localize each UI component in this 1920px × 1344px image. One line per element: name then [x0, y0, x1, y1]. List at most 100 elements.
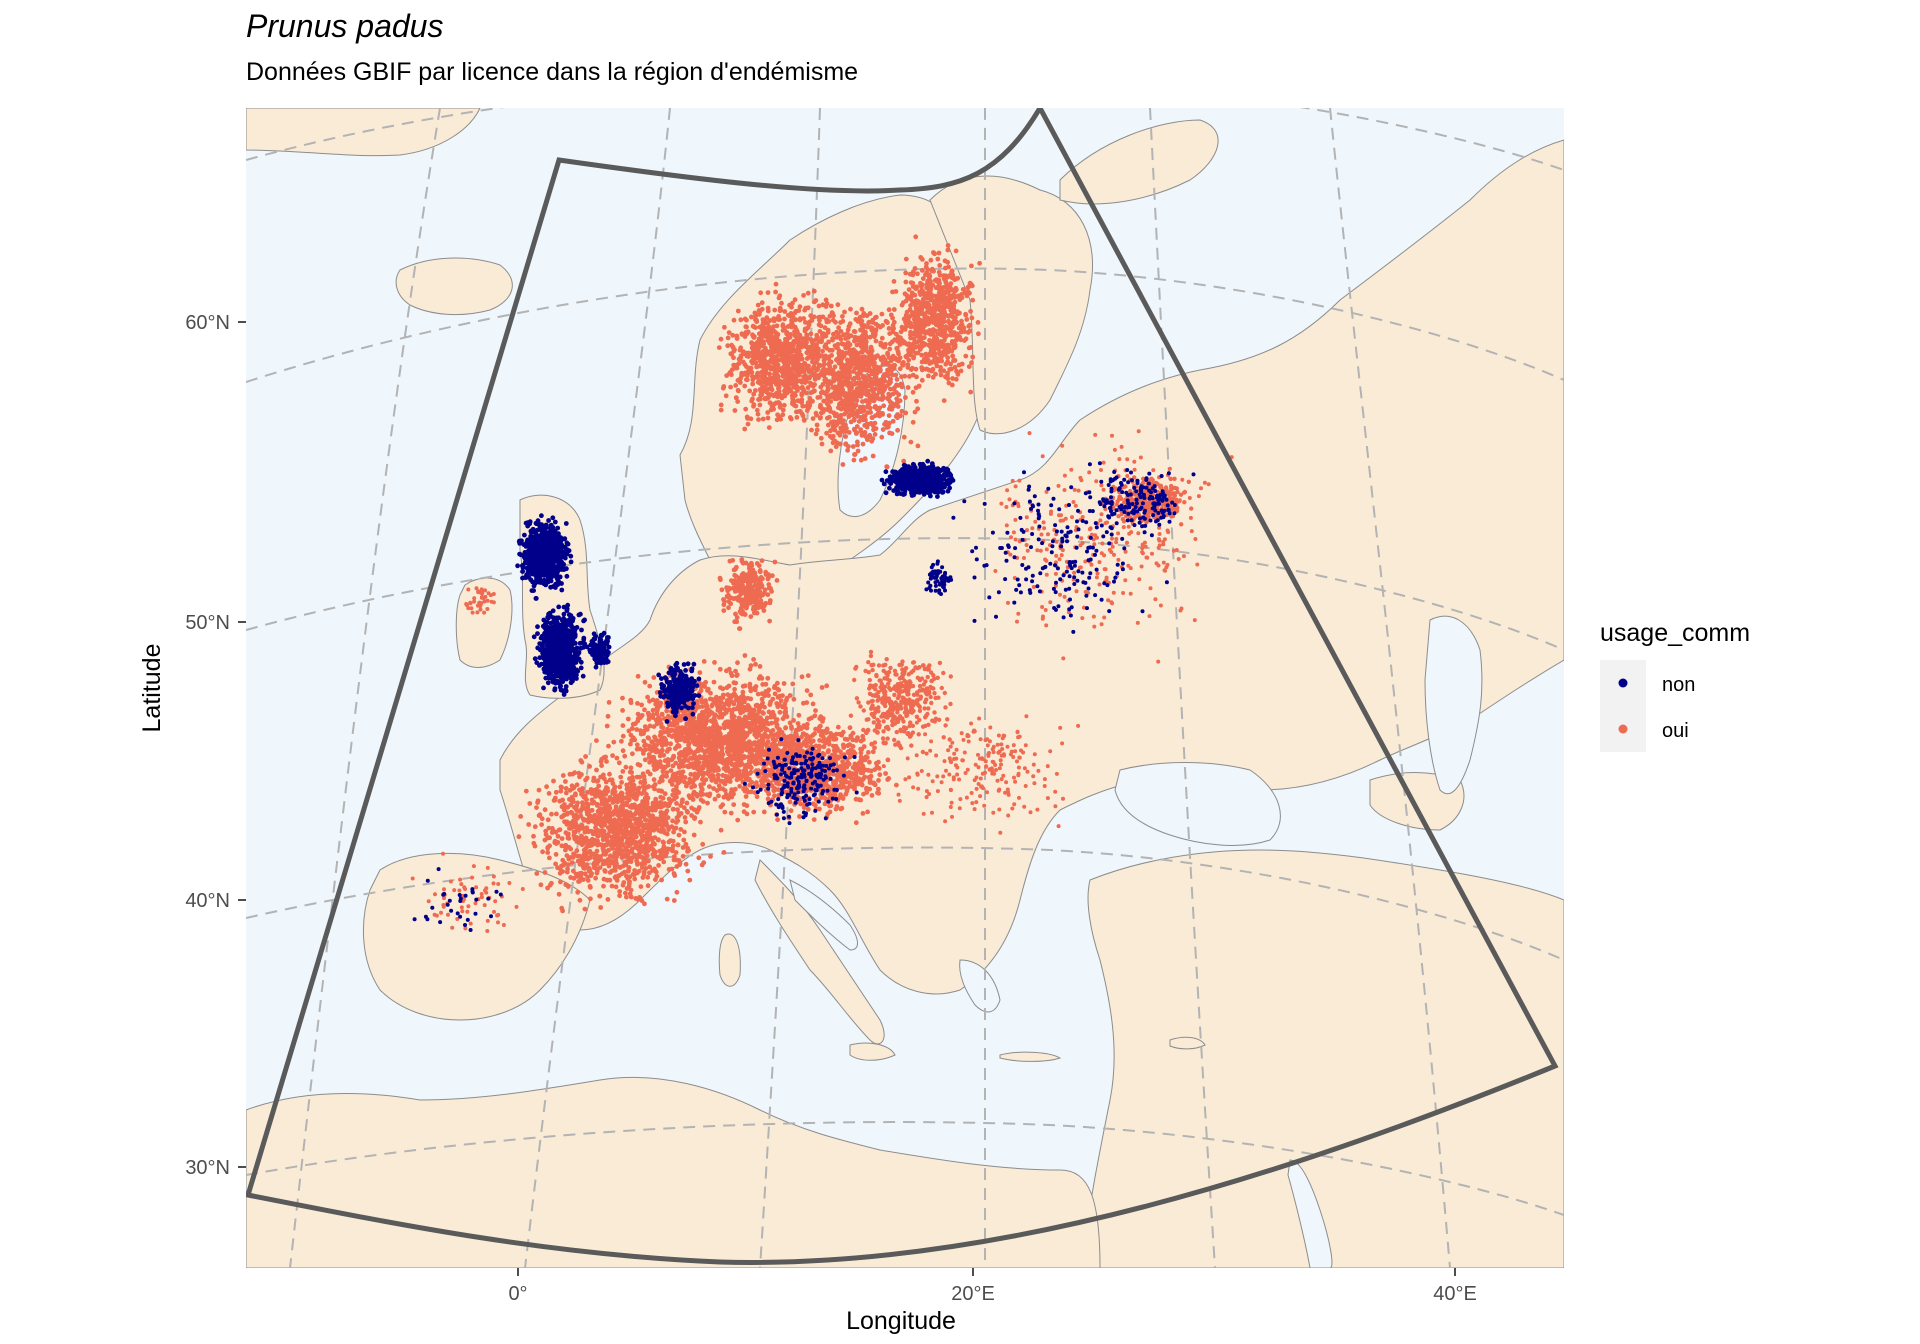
occurrence-point: [850, 376, 856, 382]
occurrence-point: [887, 331, 893, 336]
occurrence-point: [677, 779, 682, 784]
occurrence-point: [765, 689, 771, 694]
occurrence-point: [829, 310, 835, 315]
occurrence-point: [750, 578, 756, 584]
occurrence-point: [938, 372, 944, 378]
occurrence-point: [681, 837, 687, 843]
occurrence-point: [635, 701, 640, 706]
occurrence-point: [747, 388, 753, 394]
occurrence-point: [930, 282, 936, 288]
occurrence-point: [721, 597, 726, 602]
occurrence-point: [620, 695, 625, 701]
occurrence-point: [736, 704, 741, 710]
occurrence-point: [759, 333, 764, 339]
occurrence-point: [815, 348, 821, 354]
graticule-meridian-neg10: [289, 108, 441, 1268]
occurrence-point: [777, 308, 783, 314]
occurrence-point: [771, 318, 777, 324]
occurrence-point: [943, 374, 948, 380]
occurrence-point: [959, 322, 965, 328]
occurrence-point: [605, 713, 611, 719]
occurrence-point: [837, 389, 842, 394]
occurrence-point: [696, 742, 702, 747]
occurrence-point: [824, 319, 830, 325]
occurrence-point: [949, 269, 954, 275]
occurrence-point: [638, 731, 644, 737]
graticule-parallel-30: [246, 1121, 1564, 1216]
occurrence-point: [760, 416, 766, 422]
occurrence-point: [867, 396, 873, 402]
occurrence-point: [726, 702, 732, 708]
land-north-africa: [246, 1076, 1101, 1268]
occurrence-point: [817, 415, 823, 421]
occurrence-point: [758, 392, 763, 398]
occurrence-point: [765, 675, 771, 681]
occurrence-point: [756, 312, 762, 317]
occurrence-point: [744, 317, 749, 323]
occurrence-point: [747, 771, 753, 776]
occurrence-point: [711, 786, 716, 791]
occurrence-point: [953, 376, 959, 382]
occurrence-point: [660, 769, 666, 774]
occurrence-point: [737, 609, 743, 614]
occurrence-point: [881, 403, 887, 409]
occurrence-point: [707, 784, 712, 789]
occurrence-point: [784, 366, 790, 371]
occurrence-point: [878, 367, 883, 373]
occurrence-point: [782, 340, 787, 346]
occurrence-point: [912, 330, 918, 335]
occurrence-point: [719, 754, 724, 760]
occurrence-point: [794, 328, 800, 334]
occurrence-point: [943, 333, 948, 339]
occurrence-point: [754, 319, 760, 325]
occurrence-point: [755, 411, 761, 417]
occurrence-point: [635, 762, 641, 767]
occurrence-point: [901, 316, 907, 322]
occurrence-point: [759, 675, 765, 681]
occurrence-point: [724, 698, 730, 703]
occurrence-point: [782, 387, 788, 393]
occurrence-point: [832, 438, 838, 444]
occurrence-point: [951, 345, 957, 351]
occurrence-point: [654, 708, 660, 713]
occurrence-point: [683, 861, 689, 867]
occurrence-point: [701, 681, 707, 687]
occurrence-point: [746, 743, 752, 749]
occurrence-point: [963, 312, 969, 318]
occurrence-point: [656, 863, 661, 868]
occurrence-point: [731, 580, 736, 586]
occurrence-point: [772, 329, 777, 335]
occurrence-point: [756, 417, 761, 422]
occurrence-point: [731, 680, 737, 686]
occurrence-point: [855, 439, 860, 445]
occurrence-point: [717, 730, 723, 736]
occurrence-point: [922, 303, 928, 308]
occurrence-point: [754, 345, 760, 351]
occurrence-point: [808, 331, 814, 337]
occurrence-point: [724, 765, 730, 771]
occurrence-point: [610, 753, 615, 758]
occurrence-point: [920, 276, 926, 281]
occurrence-point: [847, 321, 853, 327]
occurrence-point: [620, 769, 626, 774]
occurrence-point: [660, 839, 666, 845]
occurrence-point: [869, 438, 875, 444]
occurrence-point: [771, 324, 776, 329]
occurrence-point: [734, 336, 740, 341]
occurrence-point: [809, 318, 815, 323]
occurrence-point: [956, 362, 962, 368]
occurrence-point: [792, 297, 798, 303]
occurrence-point: [689, 723, 695, 729]
occurrence-point: [951, 319, 956, 325]
occurrence-point: [664, 896, 670, 902]
occurrence-point: [754, 364, 759, 370]
occurrence-point: [554, 811, 559, 817]
occurrence-point: [855, 335, 861, 341]
occurrence-point: [731, 802, 737, 807]
occurrence-point: [826, 403, 831, 409]
occurrence-point: [625, 716, 631, 722]
occurrence-point: [559, 836, 565, 841]
occurrence-point: [761, 363, 766, 369]
occurrence-point: [804, 700, 810, 705]
occurrence-point: [531, 833, 536, 839]
